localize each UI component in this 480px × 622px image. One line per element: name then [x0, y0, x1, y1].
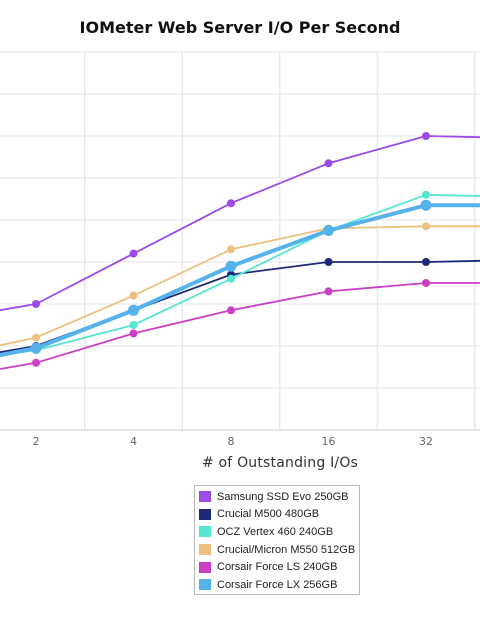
- data-point: [422, 222, 430, 231]
- data-point: [227, 306, 235, 315]
- data-point: [422, 132, 430, 140]
- x-tick-label: 16: [322, 435, 336, 448]
- legend-label: Corsair Force LS 240GB: [217, 561, 338, 574]
- data-point: [129, 321, 138, 329]
- series-line: [0, 135, 480, 312]
- chart-title: IOMeter Web Server I/O Per Second: [79, 18, 401, 37]
- data-point: [32, 300, 40, 308]
- plot-area: 2 4 8 16 32: [0, 51, 480, 448]
- data-point: [32, 358, 40, 367]
- data-point: [227, 274, 235, 283]
- data-point: [129, 291, 138, 300]
- data-point: [422, 190, 430, 199]
- data-point: [129, 329, 138, 338]
- data-point: [323, 225, 334, 236]
- data-point: [30, 342, 42, 354]
- data-point: [324, 159, 333, 168]
- legend-swatch: [199, 491, 211, 503]
- data-point: [422, 258, 430, 266]
- x-axis-label: # of Outstanding I/Os: [201, 455, 359, 471]
- data-point: [227, 245, 235, 254]
- x-tick-label: 2: [33, 435, 40, 448]
- data-point: [227, 199, 235, 208]
- legend-swatch: [199, 544, 211, 556]
- x-tick-label: 8: [228, 435, 235, 448]
- legend-label: Crucial M500 480GB: [217, 508, 320, 521]
- legend-item: Crucial/Micron M550 512GB: [199, 541, 359, 559]
- legend-item: Crucial M500 480GB: [199, 506, 359, 524]
- legend-label: Samsung SSD Evo 250GB: [217, 490, 349, 503]
- legend: Samsung SSD Evo 250GB Crucial M500 480GB O…: [194, 485, 360, 595]
- x-tick-label: 32: [419, 435, 433, 448]
- legend-label: Corsair Force LX 256GB: [217, 578, 338, 591]
- data-point: [32, 333, 40, 342]
- data-point: [128, 304, 139, 316]
- legend-item: Samsung SSD Evo 250GB: [199, 488, 359, 506]
- legend-swatch: [199, 579, 211, 591]
- data-point: [225, 260, 237, 272]
- legend-swatch: [199, 561, 211, 573]
- series-line: [0, 225, 480, 347]
- data-point: [324, 258, 333, 266]
- legend-item: OCZ Vertex 460 240GB: [199, 523, 359, 541]
- legend-label: Crucial/Micron M550 512GB: [217, 543, 356, 556]
- data-point: [422, 279, 430, 287]
- legend-swatch: [199, 508, 211, 520]
- legend-label: OCZ Vertex 460 240GB: [217, 525, 334, 538]
- legend-item: Corsair Force LX 256GB: [199, 576, 359, 594]
- data-point: [324, 287, 333, 296]
- legend-swatch: [199, 526, 211, 538]
- data-point: [129, 249, 138, 258]
- legend-item: Corsair Force LS 240GB: [199, 558, 359, 576]
- series-line: [0, 282, 480, 370]
- data-point: [420, 199, 432, 211]
- x-tick-label: 4: [130, 435, 137, 448]
